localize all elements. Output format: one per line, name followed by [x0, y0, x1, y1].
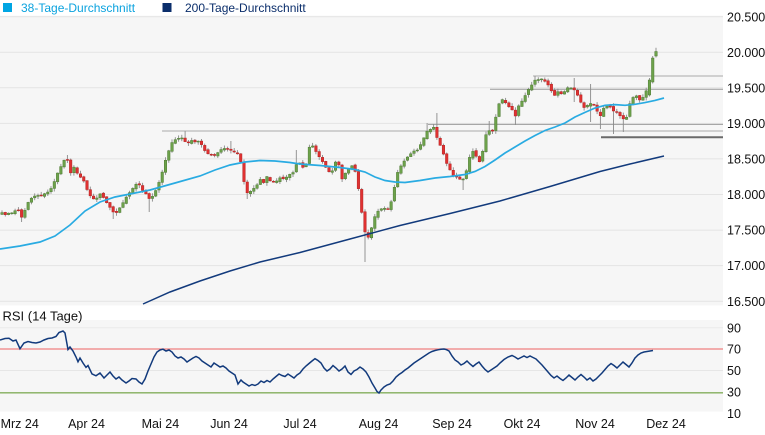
svg-text:50: 50 — [727, 364, 741, 378]
svg-text:Okt 24: Okt 24 — [504, 417, 541, 430]
svg-text:10: 10 — [727, 407, 741, 421]
svg-text:Mrz 24: Mrz 24 — [1, 417, 39, 430]
svg-text:Nov 24: Nov 24 — [575, 417, 615, 430]
svg-text:Jun 24: Jun 24 — [210, 417, 248, 430]
svg-text:Mai 24: Mai 24 — [142, 417, 180, 430]
svg-text:17.500: 17.500 — [727, 224, 765, 238]
svg-text:18.500: 18.500 — [727, 153, 765, 167]
svg-text:Jul 24: Jul 24 — [283, 417, 316, 430]
svg-text:RSI (14 Tage): RSI (14 Tage) — [3, 309, 83, 324]
svg-text:Dez 24: Dez 24 — [646, 417, 686, 430]
svg-text:18.000: 18.000 — [727, 188, 765, 202]
svg-text:38-Tage-Durchschnitt: 38-Tage-Durchschnitt — [21, 1, 136, 15]
svg-text:90: 90 — [727, 321, 741, 335]
svg-text:16.500: 16.500 — [727, 295, 765, 309]
svg-text:19.500: 19.500 — [727, 81, 765, 95]
svg-text:20.000: 20.000 — [727, 46, 765, 60]
svg-text:Sep 24: Sep 24 — [432, 417, 472, 430]
svg-text:70: 70 — [727, 343, 741, 357]
svg-text:20.500: 20.500 — [727, 10, 765, 24]
svg-text:Aug 24: Aug 24 — [359, 417, 399, 430]
svg-text:Apr 24: Apr 24 — [68, 417, 105, 430]
svg-text:17.000: 17.000 — [727, 259, 765, 273]
svg-text:19.000: 19.000 — [727, 117, 765, 131]
svg-text:30: 30 — [727, 386, 741, 400]
svg-text:200-Tage-Durchschnitt: 200-Tage-Durchschnitt — [185, 1, 306, 15]
